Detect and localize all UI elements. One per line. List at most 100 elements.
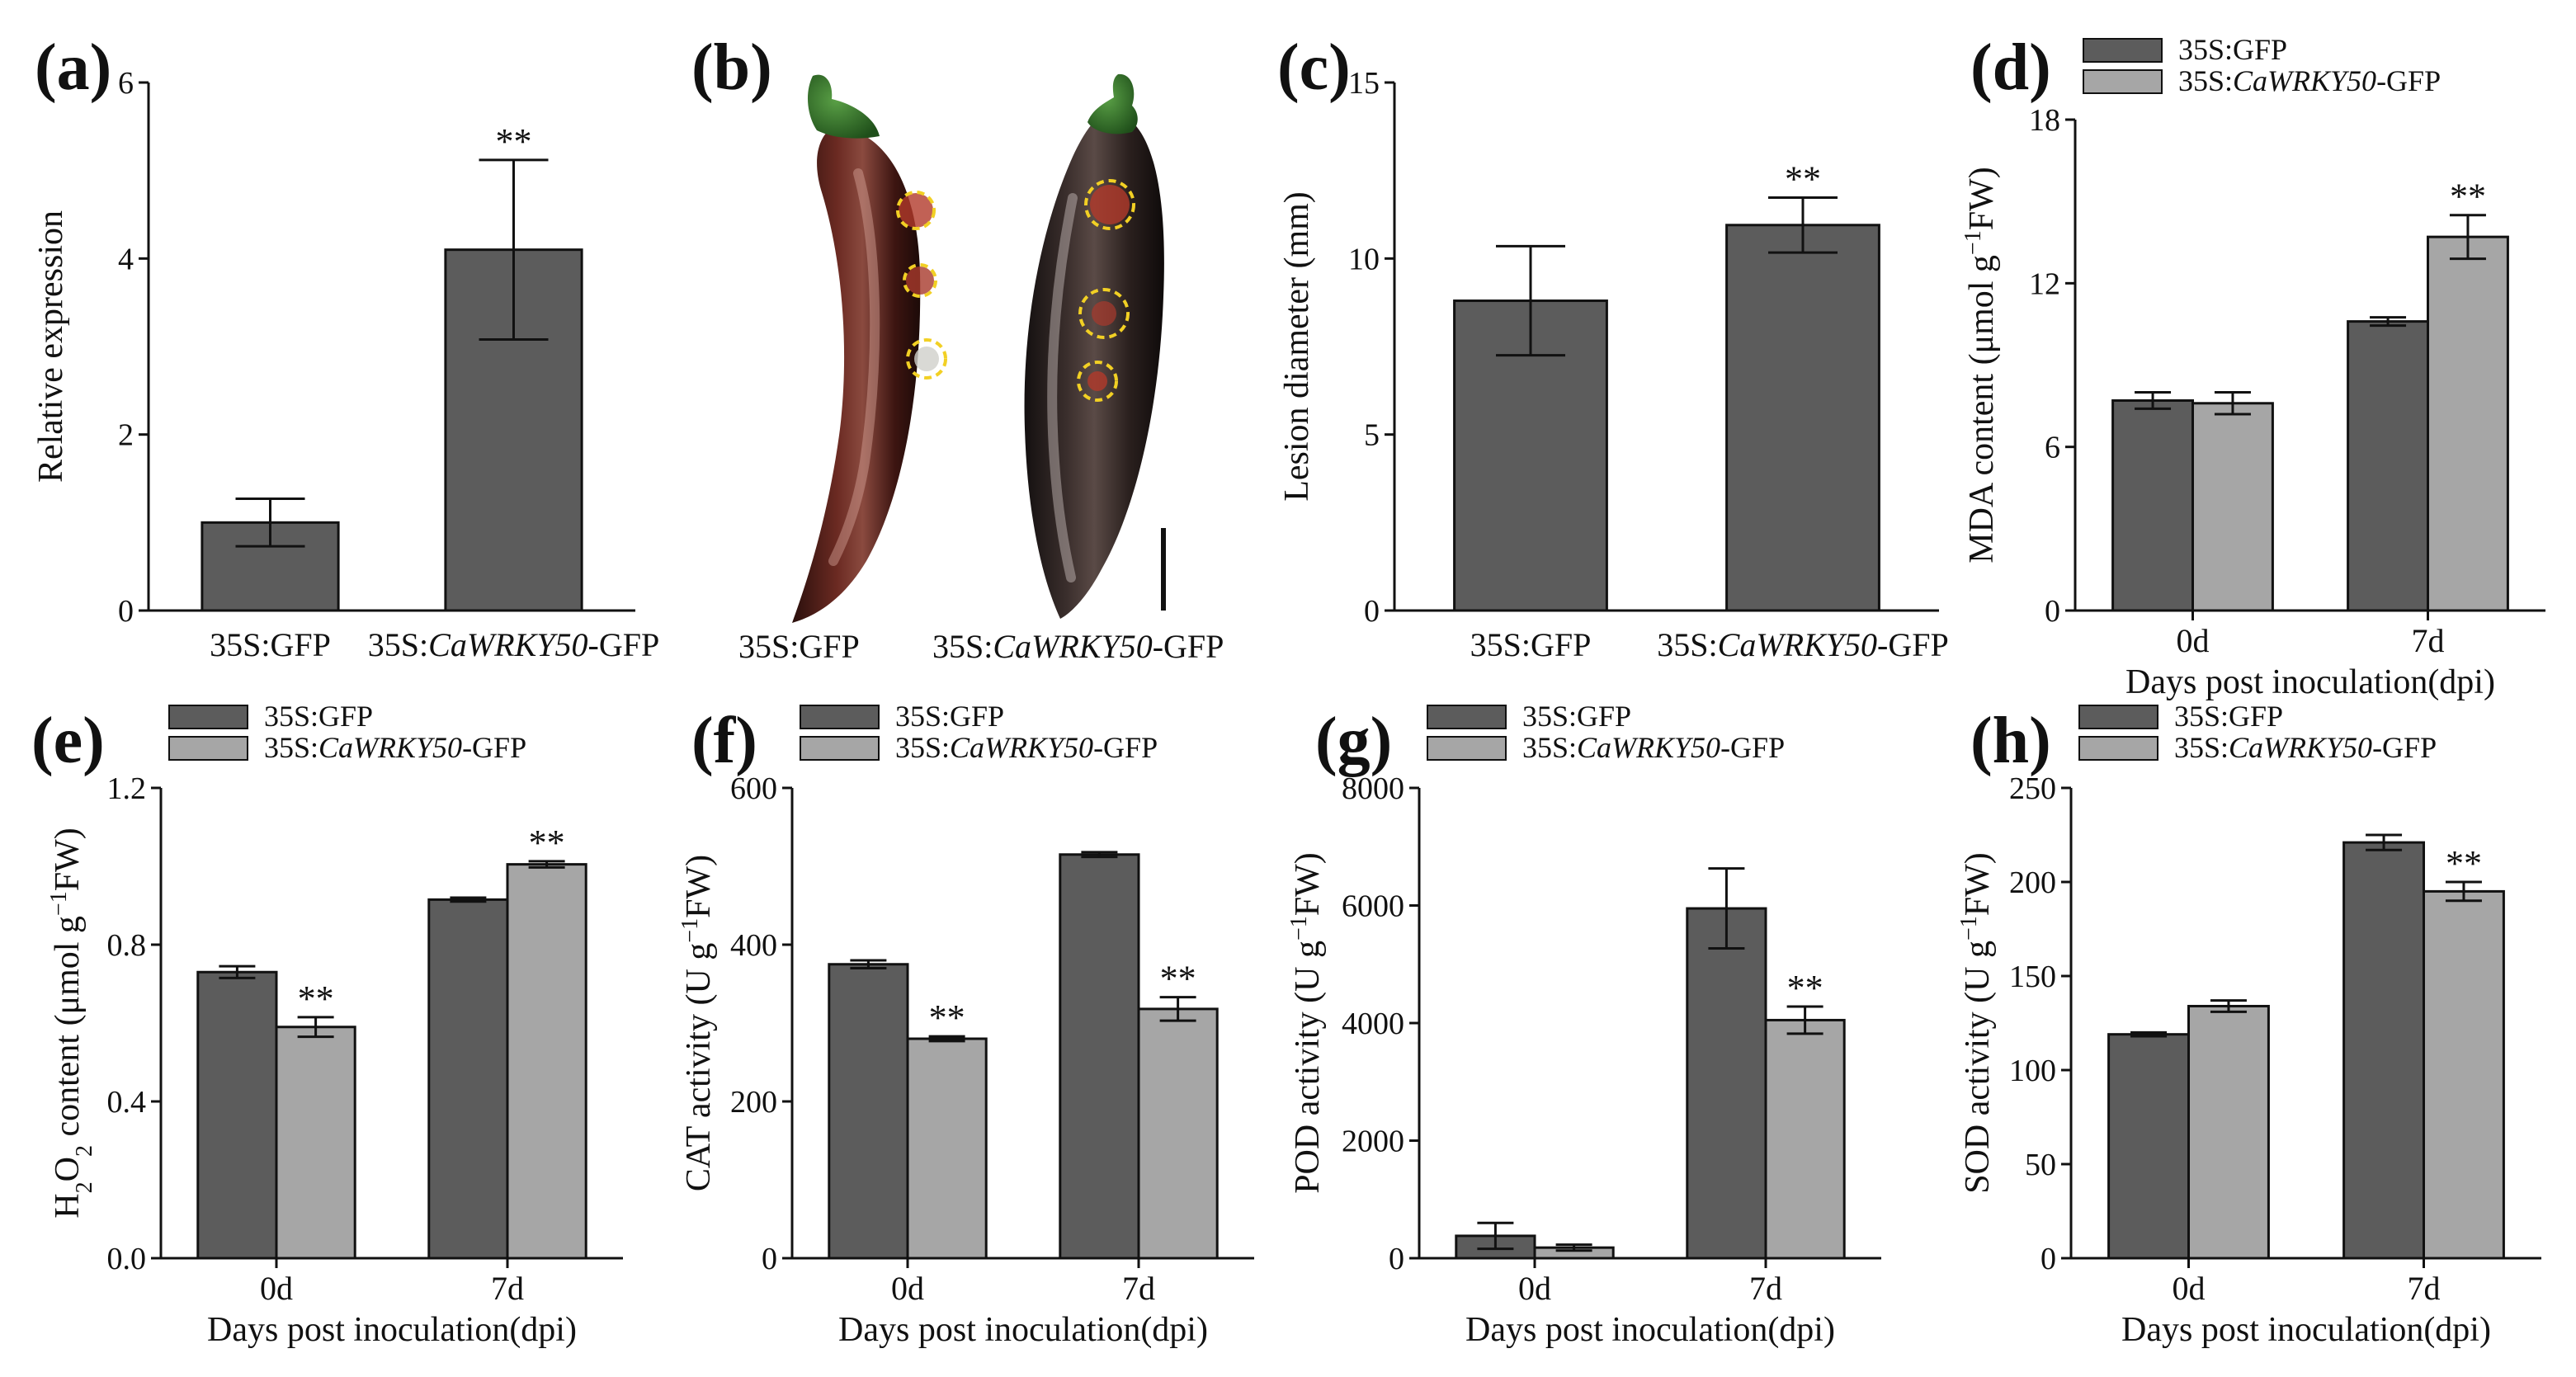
x-category-label: 35S:CaWRKY50-GFP [368,626,659,663]
y-tick-label: 6 [118,66,134,101]
y-tick-label: 150 [2009,960,2056,994]
chart-panel-h: 0 50 100 150 200 250 SOD activity (U g−1FW) Day… [1956,700,2541,1349]
pepper-gfp-stem [807,74,880,139]
panel-label-b: (b) [691,31,772,104]
legend-label: 35S:CaWRKY50-GFP [895,731,1158,764]
y-tick-label: 200 [2009,865,2056,900]
y-tick-label: 0 [1364,594,1380,629]
x-category-label: 35S:CaWRKY50-GFP [1657,626,1948,663]
y-tick-label: 250 [2009,771,2056,806]
y-axis-title: SOD activity (U g−1FW) [1956,852,1998,1194]
significance-label: ** [2446,843,2482,884]
significance-label: ** [1160,959,1196,999]
x-category-label: 0d [260,1270,293,1307]
bar [196,970,278,1260]
significance-label: ** [496,121,532,162]
y-tick-label: 0 [2045,594,2060,629]
x-category-label: 0d [2177,622,2210,659]
chart-panel-c: 0 5 10 15 Lesion diameter (mm) 35S:GFP ** 35S:C… [1278,66,1949,663]
legend-label: 35S:CaWRKY50-GFP [2178,64,2441,97]
legend-label: 35S:GFP [1522,700,1631,733]
y-tick-label: 2 [118,418,134,453]
y-tick-label: 0.4 [107,1085,147,1120]
bar [1059,853,1140,1260]
legend-swatch [1427,705,1507,729]
x-category-label: 7d [2408,1270,2441,1307]
x-category-label: 0d [2173,1270,2206,1307]
y-axis-title: H2O2 content (μmol g−1FW) [46,828,97,1218]
significance-label: ** [1787,968,1823,1008]
bar [2111,398,2195,612]
y-tick-label: 6000 [1342,889,1404,924]
x-axis-title: Days post inoculation(dpi) [207,1311,577,1349]
panel-label-c: (c) [1277,31,1351,104]
bar [2427,235,2509,612]
legend-label: 35S:CaWRKY50-GFP [1522,731,1785,764]
bar [1686,907,1767,1260]
y-axis-title: Relative expression [32,210,70,483]
legend-label: 35S:CaWRKY50-GFP [264,731,526,764]
legend-label: 35S:GFP [2174,700,2283,733]
bar [1764,1018,1846,1260]
pepper-photo: 35S:GFP 35S:CaWRKY50-GFP [738,73,1224,665]
x-axis-title: Days post inoculation(dpi) [2125,663,2495,701]
bar [2423,889,2505,1260]
legend-label: 35S:CaWRKY50-GFP [2174,731,2437,764]
y-tick-label: 4000 [1342,1007,1404,1041]
bar [2191,402,2274,612]
x-category-label: 7d [1122,1270,1155,1307]
y-tick-label: 0 [2041,1242,2056,1276]
photo-label-caw: 35S:CaWRKY50-GFP [932,628,1224,665]
significance-label: ** [929,997,965,1038]
legend-swatch [800,736,880,761]
bar [828,963,909,1260]
x-category-label: 7d [491,1270,524,1307]
y-tick-label: 1.2 [107,771,147,806]
y-tick-label: 0.8 [107,928,147,963]
y-tick-label: 400 [730,928,777,963]
significance-label: ** [298,979,334,1019]
y-tick-label: 200 [730,1085,777,1120]
legend-swatch [800,705,880,729]
bar [2107,1033,2191,1260]
y-tick-label: 0.0 [107,1242,147,1276]
y-tick-label: 6 [2045,431,2060,465]
pepper-caw-highlight [1047,193,1078,582]
y-axis-title: POD activity (U g−1FW) [1286,852,1328,1194]
pepper-gfp-highlight [828,168,880,566]
panel-label-d: (d) [1970,31,2051,104]
pepper-gfp-body [792,125,921,623]
y-tick-label: 100 [2009,1054,2056,1088]
pepper-caw [1024,73,1164,619]
panel-label-f: (f) [691,705,757,777]
y-tick-label: 18 [2029,103,2060,138]
y-axis-title: Lesion diameter (mm) [1278,191,1316,502]
x-category-label: 0d [891,1270,924,1307]
y-tick-label: 5 [1364,418,1380,453]
chart-panel-d: 0 6 12 18 MDA content (μmol g−1FW) Days post … [1960,33,2545,701]
x-category-label: 35S:GFP [1470,626,1592,663]
x-axis-title: Days post inoculation(dpi) [2121,1311,2491,1349]
bar [2347,320,2430,612]
y-axis-title: MDA content (μmol g−1FW) [1960,167,2002,563]
significance-label: ** [2450,177,2486,217]
legend-swatch [168,705,248,729]
pepper-caw-stem [1087,73,1138,134]
lesion-rings-caw [1077,179,1135,402]
chart-panel-g: 0 2000 4000 6000 8000 POD activity (U g−1FW) D… [1286,700,1881,1349]
legend-label: 35S:GFP [895,700,1004,733]
photo-label-gfp: 35S:GFP [738,628,860,665]
chart-panel-f: 0 200 400 600 CAT activity (U g−1FW) Days pos… [677,700,1254,1349]
legend-swatch [168,736,248,761]
legend-label: 35S:GFP [264,700,373,733]
y-tick-label: 10 [1348,242,1380,276]
y-tick-label: 15 [1348,66,1380,101]
chart-panel-a: 0 2 4 6 Relative expression 35S:GFP ** 35S:CaWR… [32,66,659,663]
y-tick-label: 0 [118,594,134,629]
y-tick-label: 4 [118,242,134,276]
significance-label: ** [529,823,565,863]
panel-label-h: (h) [1970,705,2051,777]
x-category-label: 35S:GFP [210,626,331,663]
x-axis-title: Days post inoculation(dpi) [1465,1311,1835,1349]
pepper-gfp [792,74,947,623]
